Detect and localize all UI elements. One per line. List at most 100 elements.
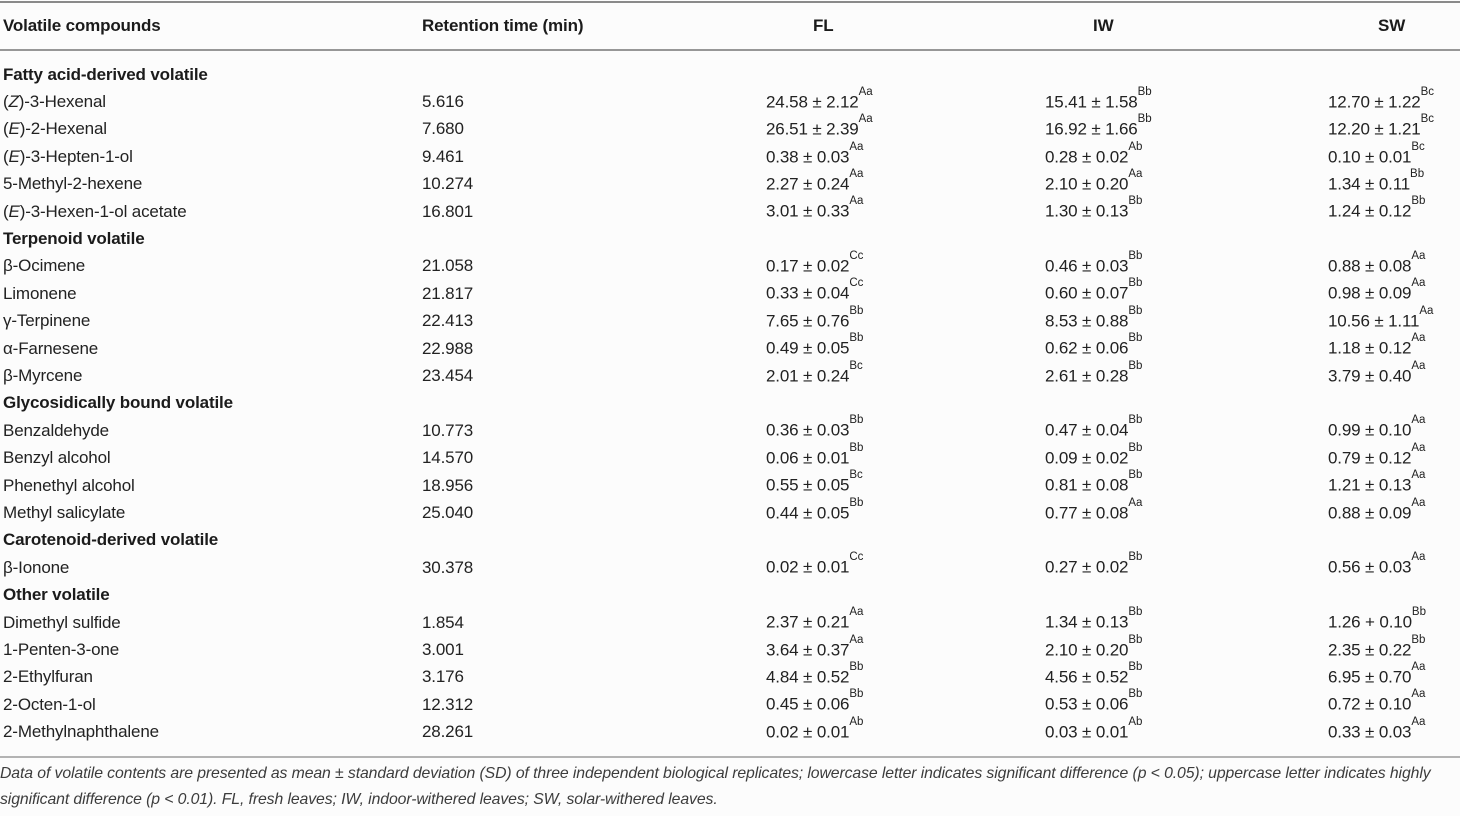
significance-superscript: Bb [849,332,864,345]
stereo-descriptor: E [8,201,20,221]
significance-superscript: Aa [1419,304,1434,317]
table-row: β-Ionone 30.378 0.02 ± 0.01Cc 0.27 ± 0.02Bb… [0,551,1460,581]
sw-value-cell: 3.79 ± 0.40Aa [1328,359,1426,386]
sw-value-cell: 0.88 ± 0.08Aa [1328,250,1426,276]
significance-superscript: Bb [849,441,864,454]
significance-superscript: Bb [1128,195,1143,208]
fl-value-cell: 3.64 ± 0.37Aa [766,633,864,660]
significance-superscript: Bc [1420,85,1435,98]
fl-value-cell: 0.02 ± 0.01Cc [766,551,864,578]
iw-value-cell: 0.47 ± 0.04Bb [1045,414,1143,441]
iw-value-cell: 2.61 ± 0.28Bb [1045,359,1143,386]
significance-superscript: Ab [849,715,864,728]
table-row: α-Farnesene 22.988 0.49 ± 0.05Bb 0.62 ± 0.0… [0,332,1460,362]
compound-name-cell: Benzyl alcohol [3,448,111,468]
fl-value-cell: 0.49 ± 0.05Bb [766,332,864,358]
significance-superscript: Bb [1128,441,1143,454]
spacer-row [0,51,1460,61]
table-header: Volatile compounds Retention time (min) … [0,3,1460,51]
significance-superscript: Aa [849,195,864,208]
sw-value-cell: 12.20 ± 1.21Bc [1328,113,1435,139]
spacer-cell [0,51,1460,61]
significance-superscript: Bb [1411,195,1426,208]
significance-superscript: Ab [1128,140,1143,153]
fl-value-cell: 3.01 ± 0.33Aa [766,195,864,221]
sw-value-cell: 1.26 + 0.10Bb [1328,606,1426,632]
table-row: Benzyl alcohol 14.570 0.06 ± 0.01Bb 0.09 ± … [0,441,1460,471]
iw-value-cell: 1.34 ± 0.13Bb [1045,606,1143,632]
significance-superscript: Bb [1128,277,1143,290]
iw-value-cell: 0.03 ± 0.01Ab [1045,715,1143,742]
compound-name-cell: β-Ocimene [3,256,86,276]
iw-value-cell: 0.62 ± 0.06Bb [1045,332,1143,358]
table-row: 2-Ethylfuran 3.176 4.84 ± 0.52Bb 4.56 ± 0.5… [0,661,1460,691]
compound-name-cell: 5-Methyl-2-hexene [3,174,143,194]
significance-superscript: Bc [1411,140,1425,153]
significance-superscript: Bb [1411,633,1426,646]
iw-value-cell: 0.81 ± 0.08Bb [1045,469,1143,495]
section-title: Carotenoid-derived volatile [3,530,219,550]
significance-superscript: Aa [1411,441,1426,454]
fl-value-cell: 0.38 ± 0.03Aa [766,140,864,167]
compound-name-cell: γ-Terpinene [3,311,91,331]
table-row: β-Ocimene 21.058 0.17 ± 0.02Cc 0.46 ± 0.03B… [0,250,1460,280]
retention-time-cell: 23.454 [422,365,474,385]
table-row: 2-Methylnaphthalene 28.261 0.02 ± 0.01Ab 0.… [0,715,1460,745]
compound-name-cell: β-Myrcene [3,365,83,385]
significance-superscript: Aa [1128,167,1143,180]
significance-superscript: Bb [1411,606,1426,619]
fl-value-cell: 0.44 ± 0.05Bb [766,496,864,523]
table-row: (Z)-3-Hexenal 5.616 24.58 ± 2.12Aa 15.41 ± … [0,85,1460,115]
iw-value-cell: 0.53 ± 0.06Bb [1045,688,1143,714]
significance-superscript: Aa [1411,414,1426,427]
table-body: Fatty acid-derived volatile (Z)-3-Hexenal… [0,51,1460,756]
sw-value-cell: 1.18 ± 0.12Aa [1328,332,1426,358]
significance-superscript: Bb [1128,551,1143,564]
table-row: Limonene 21.817 0.33 ± 0.04Cc 0.60 ± 0.07Bb… [0,277,1460,307]
iw-value-cell: 0.27 ± 0.02Bb [1045,551,1143,578]
section-header-row: Terpenoid volatile [0,225,1460,252]
table-row: Dimethyl sulfide 1.854 2.37 ± 0.21Aa 1.34 ±… [0,606,1460,636]
retention-time-cell: 18.956 [422,475,474,495]
section-header-row: Other volatile [0,581,1460,608]
significance-superscript: Bb [1128,688,1143,701]
sw-value-cell: 0.88 ± 0.09Aa [1328,496,1426,523]
significance-superscript: Bb [849,496,864,509]
fl-value-cell: 0.55 ± 0.05Bc [766,469,863,495]
stereo-descriptor: Z [8,92,19,112]
significance-superscript: Bb [1128,304,1143,317]
compound-name-cell: (Z)-3-Hexenal [3,92,106,112]
fl-value-cell: 2.27 ± 0.24Aa [766,167,864,194]
col-header-fl: FL [766,3,1045,51]
significance-superscript: Cc [849,277,864,290]
significance-superscript: Aa [1411,250,1426,263]
significance-superscript: Aa [849,140,864,153]
compound-name-cell: (E)-3-Hepten-1-ol [3,146,133,166]
sw-value-cell: 1.24 ± 0.12Bb [1328,195,1426,221]
retention-time-cell: 25.040 [422,502,474,522]
significance-superscript: Aa [849,167,864,180]
table-row: 1-Penten-3-one 3.001 3.64 ± 0.37Aa 2.10 ± 0… [0,633,1460,663]
table-row: Methyl salicylate 25.040 0.44 ± 0.05Bb 0.77… [0,496,1460,526]
sw-value-cell: 10.56 ± 1.11Aa [1328,304,1434,331]
retention-time-cell: 7.680 [422,119,464,139]
compound-name-cell: (E)-2-Hexenal [3,119,107,139]
section-header-row: Carotenoid-derived volatile [0,527,1460,554]
significance-superscript: Aa [1411,551,1426,564]
significance-superscript: Bb [1128,606,1143,619]
compound-name-cell: 2-Octen-1-ol [3,694,96,714]
col-header-iw: IW [1045,3,1328,51]
header-row: Volatile compounds Retention time (min) … [0,3,1460,51]
section-title: Terpenoid volatile [3,229,145,249]
compound-name-cell: (E)-3-Hexen-1-ol acetate [3,201,187,221]
significance-superscript: Bc [849,359,863,372]
table-row: Benzaldehyde 10.773 0.36 ± 0.03Bb 0.47 ± 0.… [0,414,1460,444]
iw-value-cell: 1.30 ± 0.13Bb [1045,195,1143,221]
iw-value-cell: 0.60 ± 0.07Bb [1045,277,1143,304]
significance-superscript: Aa [858,113,873,126]
spacer-row [0,746,1460,756]
compound-name-cell: Limonene [3,283,77,303]
retention-time-cell: 21.817 [422,283,474,303]
stereo-descriptor: E [8,146,20,166]
